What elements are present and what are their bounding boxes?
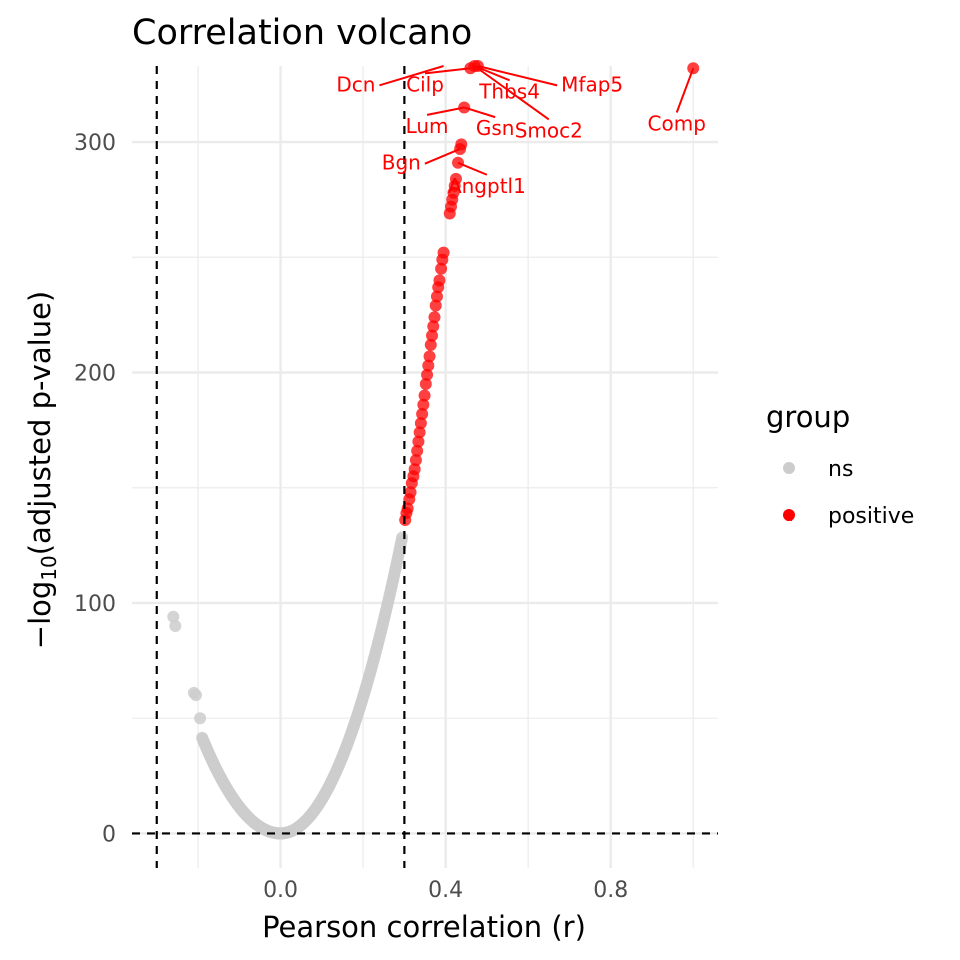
positive-points bbox=[399, 60, 700, 527]
positive-point bbox=[433, 274, 446, 287]
gene-label-line bbox=[473, 65, 550, 121]
y-tick-label: 200 bbox=[74, 362, 116, 387]
y-axis-title: −log10(adjusted p-value) bbox=[23, 291, 61, 649]
gene-label: Comp bbox=[648, 112, 706, 136]
positive-point bbox=[418, 389, 431, 402]
positive-point bbox=[435, 262, 448, 275]
x-tick-label: 0.0 bbox=[263, 878, 298, 903]
ns-points bbox=[167, 531, 409, 840]
y-tick-label: 0 bbox=[102, 822, 116, 847]
positive-point bbox=[419, 378, 432, 391]
gene-label: Dcn bbox=[336, 72, 375, 96]
y-tick-label: 100 bbox=[74, 592, 116, 617]
gene-label: Bgn bbox=[382, 151, 421, 175]
y-axis-title-prefix: −log bbox=[23, 581, 57, 650]
y-axis-title-rest: (adjusted p-value) bbox=[23, 291, 57, 556]
gene-label-line bbox=[379, 65, 444, 87]
positive-point bbox=[416, 407, 429, 420]
positive-point bbox=[427, 320, 440, 333]
y-tick-labels: 0 100 200 300 bbox=[74, 131, 116, 847]
positive-point bbox=[430, 290, 443, 303]
positive-point bbox=[426, 329, 439, 342]
positive-point bbox=[428, 311, 441, 324]
positive-point bbox=[429, 299, 442, 312]
gene-label-line bbox=[426, 106, 465, 116]
positive-point bbox=[409, 454, 422, 467]
ns-point bbox=[167, 610, 180, 623]
positive-point bbox=[411, 444, 424, 457]
y-tick-label: 300 bbox=[74, 131, 116, 156]
gene-label: Mfap5 bbox=[561, 72, 623, 96]
gene-label: Gsn bbox=[476, 116, 515, 140]
positive-point bbox=[414, 417, 427, 430]
legend-positive-key-letter: a bbox=[785, 509, 794, 525]
positive-point bbox=[449, 172, 462, 185]
x-tick-label: 0.8 bbox=[593, 878, 628, 903]
positive-point bbox=[417, 398, 430, 411]
positive-point bbox=[423, 350, 436, 363]
gene-label-line bbox=[474, 65, 510, 82]
gene-label: Smoc2 bbox=[515, 118, 583, 142]
ns-point bbox=[194, 712, 207, 725]
positive-point bbox=[413, 426, 426, 439]
positive-point bbox=[421, 368, 434, 381]
legend-positive-key bbox=[783, 509, 795, 521]
ns-point bbox=[396, 531, 409, 544]
legend-positive-label: positive bbox=[828, 504, 914, 529]
gene-label-line bbox=[675, 67, 695, 113]
gene-label: Angptl1 bbox=[448, 174, 526, 198]
grid-lines bbox=[132, 66, 718, 868]
positive-point bbox=[455, 138, 468, 151]
legend-ns-label: ns bbox=[828, 457, 853, 482]
positive-point bbox=[412, 435, 425, 448]
ns-point bbox=[189, 689, 202, 702]
x-tick-label: 0.4 bbox=[428, 878, 463, 903]
positive-point bbox=[404, 486, 417, 499]
legend-ns-key bbox=[783, 462, 795, 474]
gene-label-line bbox=[477, 65, 558, 87]
legend-title: group bbox=[766, 400, 850, 434]
x-tick-labels: 0.0 0.4 0.8 bbox=[263, 878, 628, 903]
chart-title: Correlation volcano bbox=[132, 13, 472, 53]
gene-label-line bbox=[424, 67, 471, 75]
positive-point bbox=[424, 338, 437, 351]
threshold-lines bbox=[132, 66, 718, 868]
positive-point bbox=[437, 246, 450, 259]
x-axis-title: Pearson correlation (r) bbox=[262, 910, 586, 944]
positive-point bbox=[408, 463, 421, 476]
positive-point bbox=[422, 359, 435, 372]
gene-label-line bbox=[463, 106, 496, 119]
gene-label: Lum bbox=[406, 114, 449, 138]
gene-label-line bbox=[424, 148, 461, 165]
gene-label-line bbox=[457, 161, 488, 176]
ns-point bbox=[169, 620, 182, 633]
legend: group ns a positive bbox=[766, 400, 914, 529]
gene-label: Cilp bbox=[406, 72, 444, 96]
gene-labels: DcnCilpThbs4Mfap5LumGsnSmoc2CompBgnAngpt… bbox=[336, 65, 706, 198]
y-axis-title-sub: 10 bbox=[37, 555, 61, 580]
